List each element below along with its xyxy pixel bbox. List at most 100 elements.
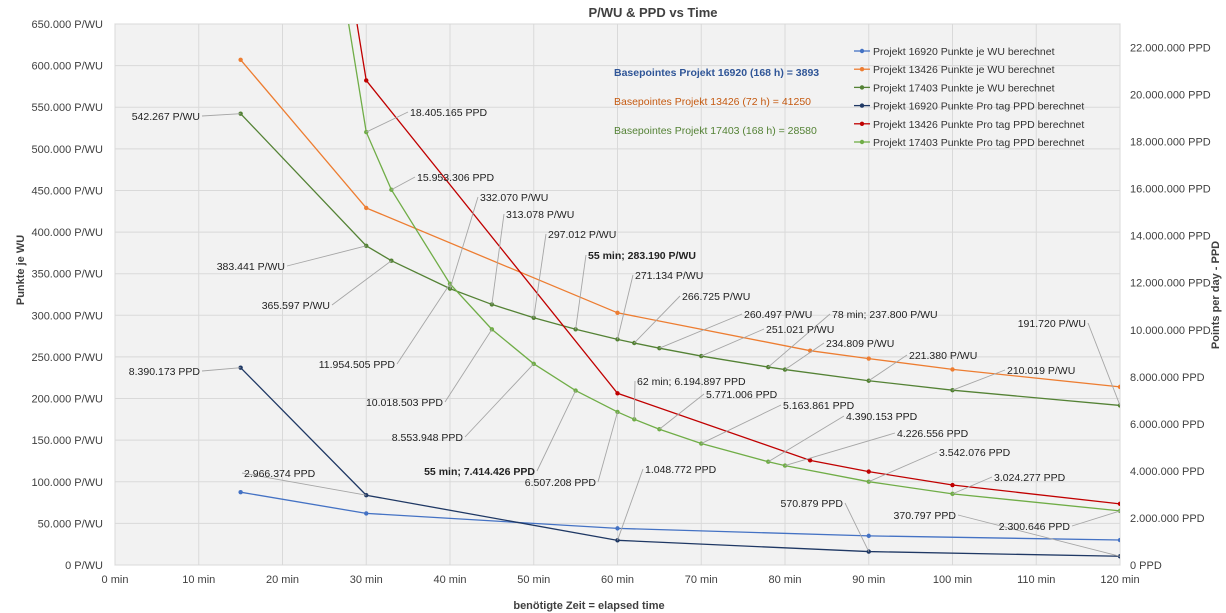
data-label: 6.507.208 PPD xyxy=(525,477,597,489)
x-tick-label: 10 min xyxy=(182,574,215,586)
y2-tick-label: 12.000.000 PPD xyxy=(1130,278,1211,290)
leader-line xyxy=(444,329,493,403)
series-marker xyxy=(866,356,871,361)
y-tick-label: 350.000 P/WU xyxy=(31,269,103,281)
leader-line xyxy=(396,283,451,365)
leader-line xyxy=(331,260,392,306)
series-group xyxy=(238,57,1120,390)
series-marker xyxy=(238,57,243,62)
series-marker xyxy=(866,469,871,474)
legend-marker xyxy=(859,121,865,127)
y-tick-label: 300.000 P/WU xyxy=(31,310,103,322)
data-label: 4.226.556 PPD xyxy=(897,428,969,440)
data-label: 10.018.503 PPD xyxy=(366,397,443,409)
legend-entry: Projekt 13426 Punkte je WU berechnet xyxy=(873,64,1055,76)
leader-line xyxy=(633,295,681,344)
leader-line xyxy=(633,380,636,420)
data-label: 383.441 P/WU xyxy=(217,261,285,273)
series-line xyxy=(348,24,1120,512)
y-axis-title: Punkte je WU xyxy=(15,235,27,305)
data-label: 18.405.165 PPD xyxy=(410,107,487,119)
series-marker xyxy=(364,78,369,83)
data-label: 365.597 P/WU xyxy=(262,300,330,312)
x-tick-label: 40 min xyxy=(433,574,466,586)
data-label: 251.021 P/WU xyxy=(766,324,834,336)
leader-line xyxy=(659,313,743,349)
basepoints-note: Basepointes Projekt 13426 (72 h) = 41250 xyxy=(614,96,811,108)
data-label: 3.542.076 PPD xyxy=(939,447,1011,459)
y2-tick-label: 14.000.000 PPD xyxy=(1130,231,1211,243)
data-label: 370.797 PPD xyxy=(894,510,957,522)
leader-line xyxy=(241,472,367,496)
series-marker xyxy=(489,327,495,332)
y2-tick-label: 0 PPD xyxy=(1130,560,1162,572)
x-tick-label: 70 min xyxy=(685,574,718,586)
series-marker xyxy=(1117,537,1120,543)
data-label: 332.070 P/WU xyxy=(480,192,548,204)
y-tick-label: 550.000 P/WU xyxy=(31,102,103,114)
series-marker xyxy=(807,458,813,463)
leader-line xyxy=(868,451,938,483)
series-marker xyxy=(615,391,620,396)
legend-marker xyxy=(859,103,865,108)
x-tick-label: 60 min xyxy=(601,574,634,586)
series-marker xyxy=(1117,508,1120,514)
basepoints-note: Basepointes Projekt 17403 (168 h) = 2858… xyxy=(614,125,817,137)
x-tick-label: 90 min xyxy=(852,574,885,586)
leader-line xyxy=(701,328,765,357)
data-label: 313.078 P/WU xyxy=(506,209,574,221)
leader-line xyxy=(391,176,416,191)
x-tick-label: 120 min xyxy=(1100,574,1139,586)
data-label: 5.771.006 PPD xyxy=(706,389,778,401)
leader-line xyxy=(952,476,993,495)
x-axis-title: benötigte Zeit = elapsed time xyxy=(513,600,664,612)
series-marker xyxy=(238,489,243,495)
leader-line xyxy=(533,233,547,318)
leader-line xyxy=(868,354,908,382)
y2-axis-title: Points per day - PPD xyxy=(1210,241,1222,349)
y2-tick-label: 8.000.000 PPD xyxy=(1130,372,1205,384)
basepoints-note: Basepointes Projekt 16920 (168 h) = 3893 xyxy=(614,67,819,79)
y-tick-label: 50.000 P/WU xyxy=(38,518,103,530)
y2-tick-label: 16.000.000 PPD xyxy=(1130,184,1211,196)
data-label: 234.809 P/WU xyxy=(826,338,894,350)
leader-line xyxy=(201,367,241,372)
data-label: 3.024.277 PPD xyxy=(994,472,1066,484)
data-label: 62 min; 6.194.897 PPD xyxy=(637,376,746,388)
leader-line xyxy=(597,411,618,483)
data-label: 2.300.646 PPD xyxy=(999,521,1071,533)
x-tick-label: 50 min xyxy=(517,574,550,586)
data-label: 266.725 P/WU xyxy=(682,291,750,303)
leader-line xyxy=(449,196,479,289)
y-tick-label: 400.000 P/WU xyxy=(31,227,103,239)
data-label: 271.134 P/WU xyxy=(635,270,703,282)
leader-line xyxy=(1071,510,1121,527)
leader-line xyxy=(952,369,1006,391)
y-tick-label: 650.000 P/WU xyxy=(31,19,103,31)
series-line xyxy=(240,113,1120,407)
data-label: 8.390.173 PPD xyxy=(129,366,201,378)
leader-line xyxy=(536,390,577,472)
data-label: 1.048.772 PPD xyxy=(645,464,717,476)
series-marker xyxy=(615,310,620,316)
y2-tick-label: 22.000.000 PPD xyxy=(1130,43,1211,55)
leader-line xyxy=(784,432,896,467)
series-group xyxy=(238,489,1120,543)
data-label: 297.012 P/WU xyxy=(548,229,616,241)
x-tick-label: 100 min xyxy=(933,574,972,586)
leader-line xyxy=(491,213,505,305)
legend-entry: Projekt 16920 Punkte je WU berechnet xyxy=(873,46,1055,58)
x-tick-label: 30 min xyxy=(350,574,383,586)
leader-line xyxy=(617,274,634,340)
y2-tick-label: 10.000.000 PPD xyxy=(1130,325,1211,337)
series-group xyxy=(356,24,1120,507)
series-marker xyxy=(950,367,955,372)
x-tick-label: 20 min xyxy=(266,574,299,586)
leader-line xyxy=(617,468,644,541)
leader-line xyxy=(701,404,782,444)
leader-line xyxy=(201,113,241,117)
series-marker xyxy=(1117,384,1120,390)
series-marker xyxy=(364,511,369,516)
leader-line xyxy=(844,502,870,552)
leader-line xyxy=(286,245,367,267)
